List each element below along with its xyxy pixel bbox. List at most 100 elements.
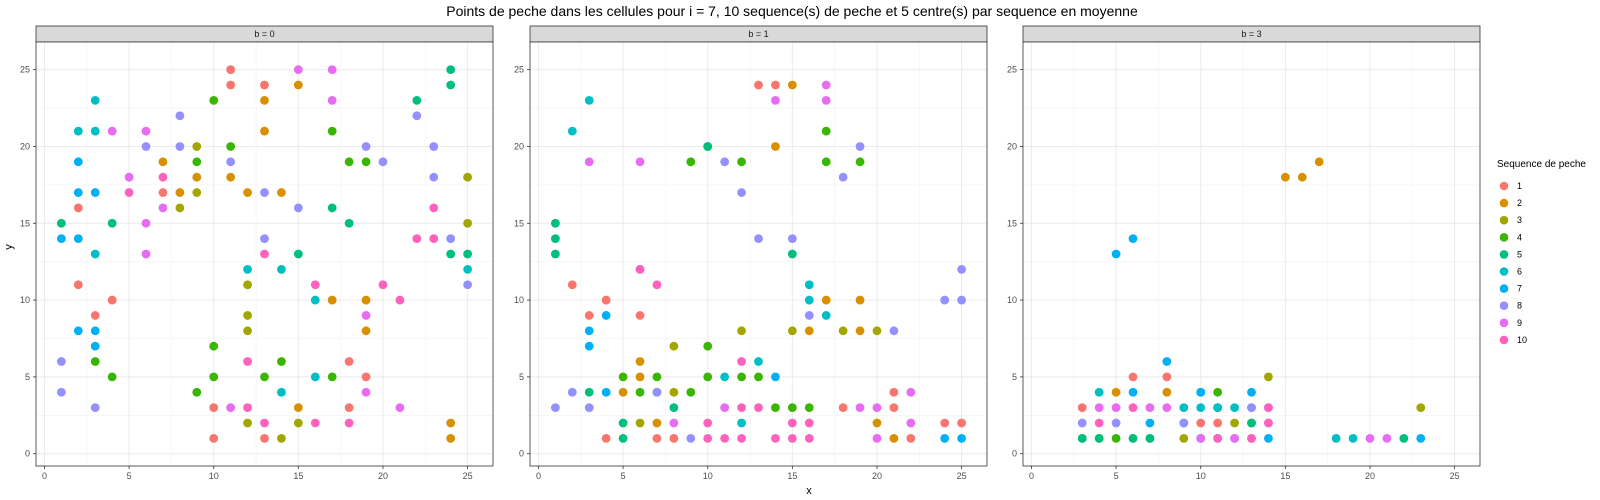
- facet-strip-label: b = 1: [748, 29, 768, 39]
- data-point: [412, 95, 422, 105]
- data-point: [310, 418, 320, 428]
- data-point: [446, 249, 456, 259]
- data-point: [720, 403, 730, 413]
- data-point: [226, 157, 236, 167]
- data-point: [1196, 387, 1206, 397]
- data-point: [277, 357, 286, 366]
- data-point: [1111, 418, 1121, 428]
- legend-title: Sequence de peche: [1497, 159, 1586, 170]
- data-point: [277, 264, 286, 274]
- data-point: [618, 418, 628, 428]
- data-point: [1077, 403, 1087, 413]
- y-tick-label: 15: [514, 218, 524, 228]
- data-point: [243, 418, 252, 428]
- x-tick-label: 15: [293, 471, 303, 481]
- legend-key: [1499, 284, 1509, 293]
- data-point: [787, 433, 797, 443]
- data-point: [90, 95, 100, 105]
- legend-label: 1: [1517, 181, 1522, 191]
- data-point: [90, 326, 100, 336]
- legend-key: [1499, 181, 1509, 191]
- legend-label: 2: [1517, 198, 1522, 208]
- data-point: [720, 433, 730, 443]
- data-point: [1247, 418, 1256, 428]
- data-point: [1128, 433, 1138, 443]
- data-point: [1280, 172, 1290, 182]
- data-point: [243, 280, 252, 290]
- data-point: [1077, 418, 1087, 428]
- data-point: [957, 264, 967, 274]
- chart-title: Points de peche dans les cellules pour i…: [446, 3, 1138, 19]
- data-point: [584, 341, 594, 351]
- data-point: [277, 387, 286, 397]
- data-point: [90, 341, 100, 351]
- data-point: [395, 403, 405, 413]
- data-point: [226, 80, 236, 90]
- data-point: [1247, 387, 1256, 397]
- data-point: [669, 387, 679, 397]
- legend-key: [1499, 198, 1509, 208]
- data-point: [787, 403, 797, 413]
- data-point: [1179, 433, 1189, 443]
- data-point: [192, 188, 202, 197]
- data-point: [192, 387, 202, 397]
- legend-label: 6: [1517, 267, 1522, 277]
- data-point: [584, 311, 594, 320]
- data-point: [73, 326, 83, 336]
- data-point: [293, 418, 303, 428]
- data-point: [226, 65, 236, 75]
- y-tick-label: 25: [1007, 65, 1017, 75]
- data-point: [293, 249, 303, 259]
- legend-label: 5: [1517, 249, 1522, 259]
- data-point: [737, 403, 746, 413]
- data-point: [141, 126, 151, 136]
- x-axis-label: x: [806, 485, 812, 497]
- data-point: [906, 433, 916, 443]
- x-tick-label: 25: [463, 471, 473, 481]
- y-tick-label: 10: [1007, 295, 1017, 305]
- data-point: [635, 418, 645, 428]
- data-point: [1213, 387, 1223, 397]
- data-point: [1331, 433, 1341, 443]
- data-point: [1111, 249, 1121, 259]
- facet-strip-label: b = 3: [1241, 29, 1261, 39]
- data-point: [56, 357, 66, 366]
- data-point: [361, 142, 371, 151]
- data-point: [260, 126, 269, 136]
- data-point: [412, 111, 422, 121]
- data-point: [754, 372, 763, 382]
- data-point: [957, 295, 967, 305]
- data-point: [327, 372, 337, 382]
- data-point: [378, 157, 388, 167]
- data-point: [669, 341, 679, 351]
- data-point: [73, 234, 83, 244]
- data-point: [652, 280, 662, 290]
- y-tick-label: 5: [519, 372, 524, 382]
- data-point: [226, 142, 236, 151]
- data-point: [737, 372, 746, 382]
- data-point: [463, 172, 473, 182]
- data-point: [1230, 403, 1239, 413]
- legend-label: 8: [1517, 301, 1522, 311]
- data-points: [1077, 157, 1426, 443]
- data-point: [243, 311, 252, 320]
- x-tick-label: 0: [42, 471, 47, 481]
- data-point: [838, 326, 848, 336]
- facet-panel: b = 0 0 5 10 15 20 25 0 5 10 15 20 25: [20, 25, 494, 481]
- data-point: [226, 403, 236, 413]
- data-point: [260, 372, 269, 382]
- data-point: [1128, 234, 1138, 244]
- data-point: [243, 264, 252, 274]
- data-point: [243, 357, 252, 366]
- facet-panel: b = 3 0 5 10 15 20 25 0 5 10 15 20 25: [1007, 25, 1481, 481]
- data-point: [754, 234, 763, 244]
- data-point: [1162, 387, 1172, 397]
- data-point: [804, 280, 814, 290]
- data-point: [940, 433, 950, 443]
- data-point: [277, 433, 286, 443]
- data-point: [175, 142, 185, 151]
- data-point: [1162, 372, 1172, 382]
- data-point: [635, 357, 645, 366]
- data-point: [1128, 372, 1138, 382]
- data-point: [601, 311, 611, 320]
